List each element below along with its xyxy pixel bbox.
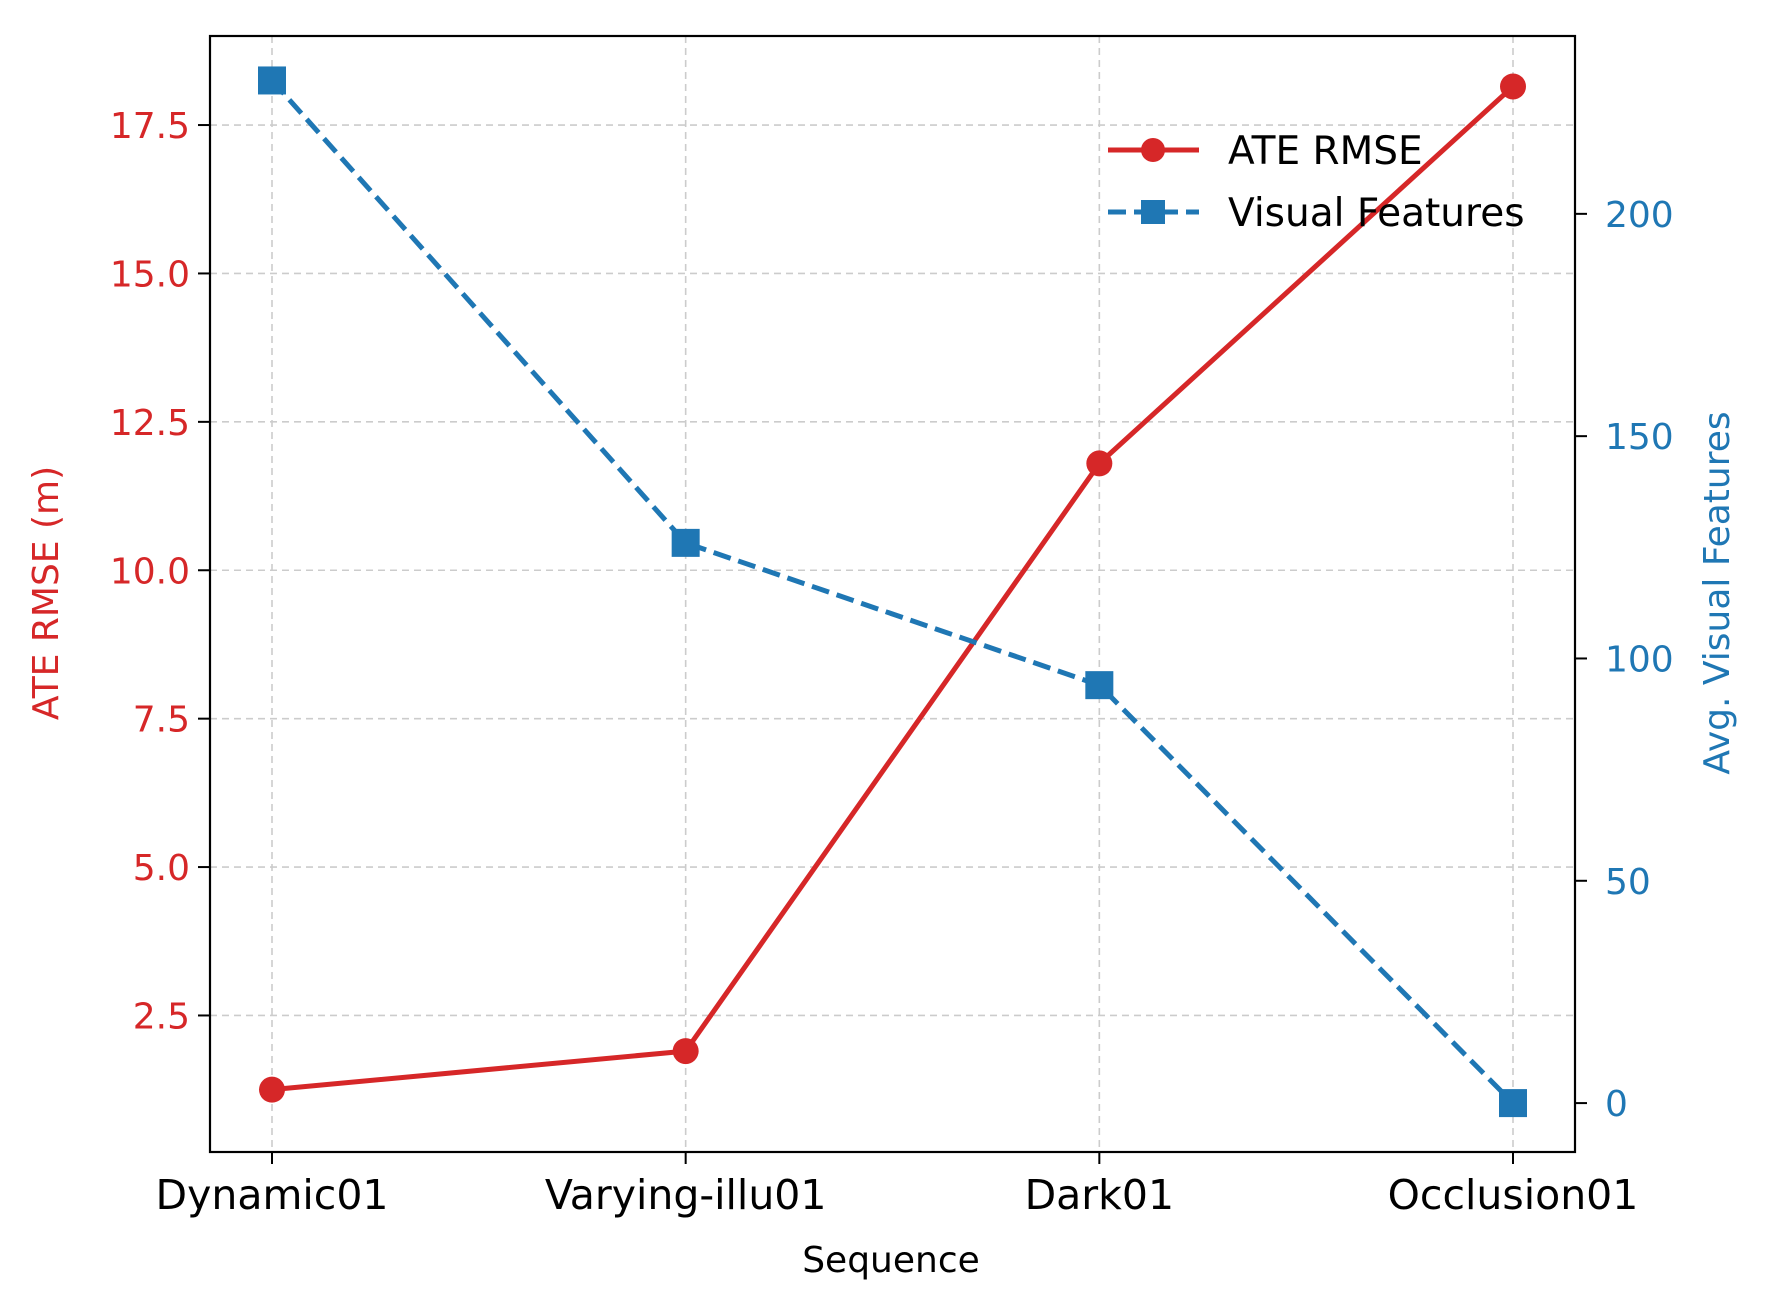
data-point-visual-features-dynamic01 [258,66,286,95]
x-tick-label-dynamic01: Dynamic01 [156,1171,389,1219]
x-tick-label-occlusion01: Occlusion01 [1388,1171,1639,1219]
plot-frame [208,34,1577,1154]
tick-label-left-5-0: 5.0 [133,848,190,889]
y-axis-label-right: Avg. Visual Features [1697,411,1738,774]
tick-label-right-0: 0 [1605,1084,1628,1125]
x-tick-label-varying-illu01: Varying-illu01 [545,1171,827,1219]
tick-label-right-100: 100 [1605,639,1674,680]
legend-item-ate-rmse: ATE RMSE [1108,129,1423,174]
data-point-ate-rmse-occlusion01 [1500,73,1526,100]
data-point-visual-features-occlusion01 [1499,1089,1527,1118]
tick-label-right-150: 150 [1605,417,1674,458]
x-axis-label: Sequence [802,1240,980,1281]
tick-label-right-50: 50 [1605,862,1651,903]
legend-label-visual-features: Visual Features [1228,191,1525,236]
y-axis-label-left: ATE RMSE (m) [26,466,67,720]
tick-label-left-15-0: 15.0 [110,254,190,295]
tick-label-left-12-5: 12.5 [110,403,190,444]
tick-label-left-7-5: 7.5 [133,700,190,741]
tick-label-right-200: 200 [1605,195,1674,236]
legend: ATE RMSE Visual Features [1108,129,1525,236]
series-line-visual-features [270,78,1515,1105]
tick-label-left-10-0: 10.0 [110,551,190,592]
legend-item-visual-features: Visual Features [1108,191,1525,236]
data-point-visual-features-varying-illu01 [671,528,700,557]
legend-marker-ate-rmse [1141,138,1165,162]
legend-marker-visual-features [1141,200,1165,224]
tick-label-left-17-5: 17.5 [110,106,190,147]
axes-layer: 2.5 5.0 7.5 10.0 12.5 15.0 17.5 0 50 100 150 200 Dyn… [110,106,1674,1219]
series-line-ate-rmse [271,84,1515,1093]
grid [210,36,1575,1152]
tick-label-left-2-5: 2.5 [133,996,190,1037]
data-point-ate-rmse-varying-illu01 [672,1038,699,1065]
legend-label-ate-rmse: ATE RMSE [1228,129,1423,174]
series-layer [258,66,1527,1118]
x-tick-label-dark01: Dark01 [1025,1171,1174,1219]
data-point-ate-rmse-dynamic01 [259,1076,285,1103]
data-point-visual-features-dark01 [1085,671,1114,700]
data-point-ate-rmse-dark01 [1086,450,1113,477]
